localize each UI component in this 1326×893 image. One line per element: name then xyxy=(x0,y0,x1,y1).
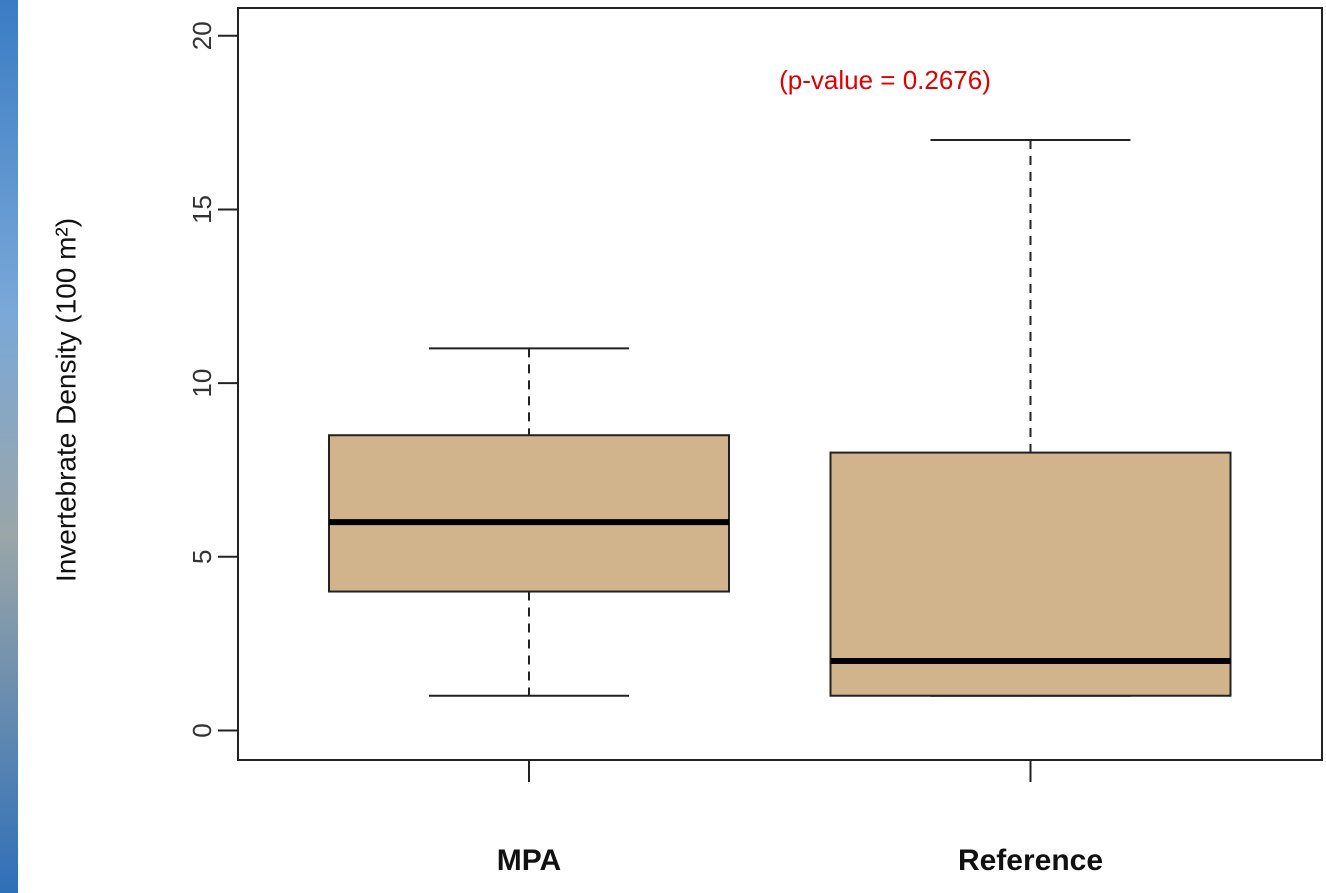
annotation: (p-value = 0.2676) xyxy=(779,65,991,95)
y-tick-label: 10 xyxy=(187,369,217,398)
y-axis-title: Invertebrate Density (100 m²) xyxy=(50,218,81,582)
background-strip xyxy=(0,0,18,893)
y-tick-label: 20 xyxy=(187,21,217,50)
chart: Invertebrate Density (100 m²) (p-value =… xyxy=(0,0,1326,893)
y-tick-label: 15 xyxy=(187,195,217,224)
x-tick-label: Reference xyxy=(958,844,1103,877)
box xyxy=(329,435,729,591)
y-tick-label: 5 xyxy=(187,550,217,564)
x-tick-label: MPA xyxy=(497,844,561,877)
y-tick-label: 0 xyxy=(187,723,217,737)
